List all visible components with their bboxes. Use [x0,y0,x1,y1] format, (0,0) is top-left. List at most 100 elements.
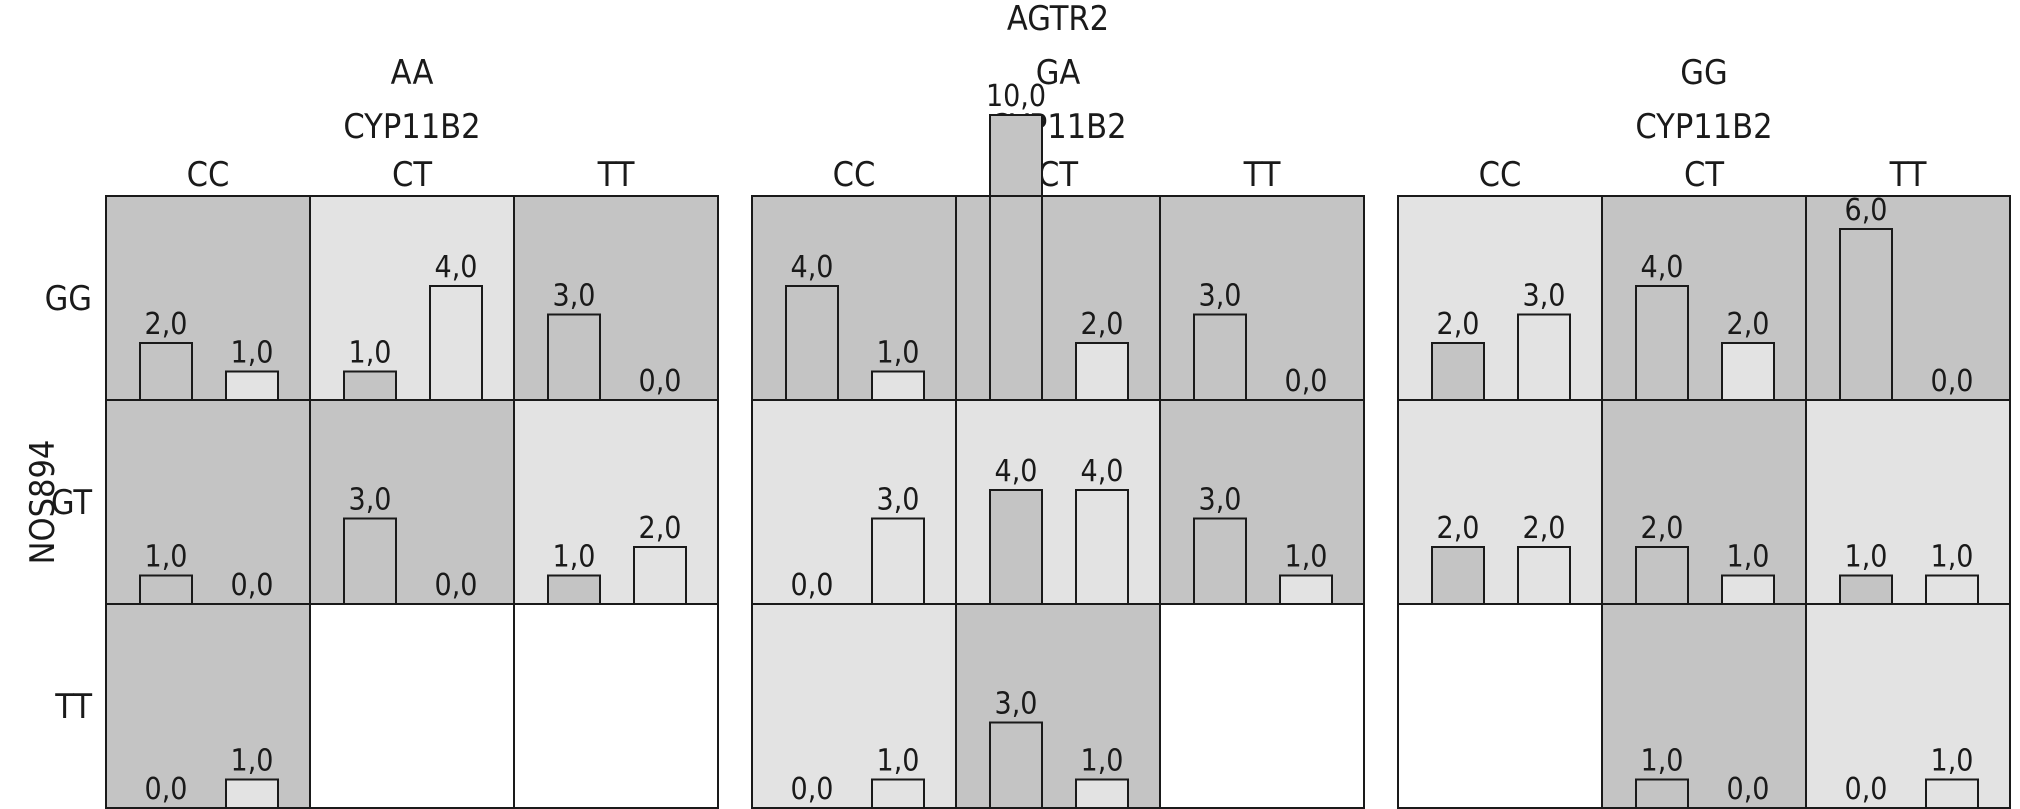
data-bar [1925,778,1979,809]
data-bar [139,342,193,401]
cell-background [1398,196,1602,400]
data-label: 3,0 [877,483,920,518]
column-level-label: TT [1243,155,1281,195]
data-label: 2,0 [1523,511,1566,546]
panel-level-label: AA [391,53,434,93]
data-bar [1279,574,1333,605]
data-label: 1,0 [1727,540,1770,575]
column-level-label: CC [187,155,230,195]
data-bar [1193,517,1247,605]
cell-border [513,603,719,809]
cell-background [752,400,956,604]
cell-background [1806,196,2010,400]
cell-background [1398,400,1602,604]
data-label: 1,0 [231,744,274,779]
cell-background [1602,604,1806,808]
data-bar [547,313,601,401]
data-label: 10,0 [986,79,1046,114]
panel-level-label: GA [1036,53,1081,93]
data-label: 2,0 [639,511,682,546]
data-label: 2,0 [145,307,188,342]
data-label: 1,0 [1931,744,1974,779]
data-label: 0,0 [791,772,834,807]
cell-background [1602,196,1806,400]
data-bar [1925,574,1979,605]
data-bar [1635,285,1689,401]
data-bar [1193,313,1247,401]
cell-background [1602,400,1806,604]
column-level-label: CT [1684,155,1724,195]
data-bar [1075,778,1129,809]
column-factor-label: CYP11B2 [343,107,480,147]
data-bar [139,574,193,605]
data-label: 0,0 [791,568,834,603]
data-label: 1,0 [1845,540,1888,575]
data-bar [1075,342,1129,401]
data-label: 4,0 [435,250,478,285]
cell-background [1806,400,2010,604]
row-factor-label: NOS894 [23,440,63,565]
data-label: 4,0 [791,250,834,285]
data-label: 0,0 [1727,772,1770,807]
data-label: 3,0 [1199,279,1242,314]
data-bar [785,285,839,401]
top-factor-label: AGTR2 [1007,0,1109,39]
data-label: 0,0 [231,568,274,603]
cell-background [310,196,514,400]
column-level-label: CC [833,155,876,195]
data-bar [633,546,687,605]
data-bar [989,489,1043,605]
data-label: 2,0 [1641,511,1684,546]
data-label: 4,0 [1641,250,1684,285]
column-level-label: CT [1038,155,1078,195]
data-label: 1,0 [1641,744,1684,779]
row-level-label: GT [51,483,92,523]
data-label: 0,0 [1931,364,1974,399]
data-bar [1635,546,1689,605]
data-bar [225,370,279,401]
data-label: 0,0 [435,568,478,603]
data-label: 0,0 [145,772,188,807]
data-label: 1,0 [1931,540,1974,575]
cell-background [310,400,514,604]
data-label: 6,0 [1845,193,1888,228]
data-label: 0,0 [639,364,682,399]
row-level-label: TT [54,687,92,727]
data-label: 4,0 [1081,454,1124,489]
data-label: 0,0 [1845,772,1888,807]
cell-background [310,604,514,808]
cell-background [1398,604,1602,808]
data-label: 1,0 [1081,744,1124,779]
data-bar [1517,313,1571,401]
cell-border [1805,603,2011,809]
data-bar [225,778,279,809]
column-level-label: CC [1479,155,1522,195]
panel-level-label: GG [1680,53,1727,93]
data-bar [1635,778,1689,809]
data-bar [1431,546,1485,605]
data-label: 1,0 [877,336,920,371]
data-bar [343,517,397,605]
cell-background [514,196,718,400]
cell-background [514,604,718,808]
row-level-label: GG [45,279,92,319]
cell-border [1159,603,1365,809]
cell-background [956,604,1160,808]
cell-background [752,604,956,808]
data-label: 3,0 [553,279,596,314]
data-label: 2,0 [1437,511,1480,546]
data-label: 3,0 [1523,279,1566,314]
cell-background [106,604,310,808]
data-bar [989,114,1043,401]
data-bar [1839,574,1893,605]
data-label: 1,0 [231,336,274,371]
data-bar [871,370,925,401]
column-level-label: TT [597,155,635,195]
column-factor-label: CYP11B2 [1635,107,1772,147]
data-label: 2,0 [1437,307,1480,342]
data-bar [1075,489,1129,605]
data-label: 2,0 [1727,307,1770,342]
data-label: 4,0 [995,454,1038,489]
data-label: 1,0 [145,540,188,575]
